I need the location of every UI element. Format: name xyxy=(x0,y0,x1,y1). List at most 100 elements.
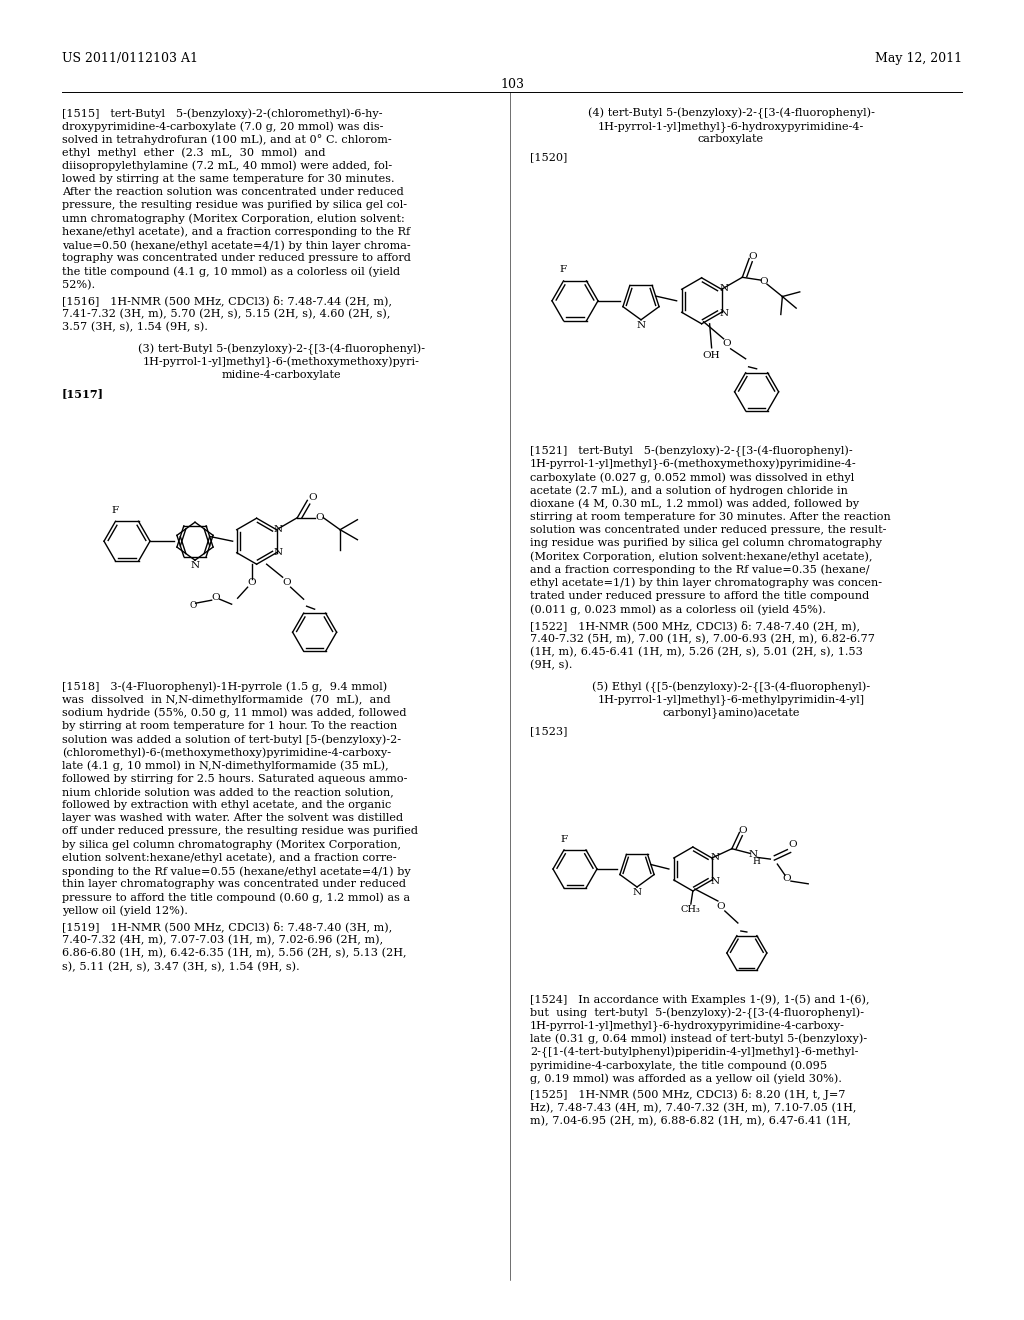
Text: US 2011/0112103 A1: US 2011/0112103 A1 xyxy=(62,51,198,65)
Text: pressure to afford the title compound (0.60 g, 1.2 mmol) as a: pressure to afford the title compound (0… xyxy=(62,892,411,903)
Text: O: O xyxy=(738,826,746,834)
Text: followed by extraction with ethyl acetate, and the organic: followed by extraction with ethyl acetat… xyxy=(62,800,391,810)
Text: (chloromethyl)-6-(methoxymethoxy)pyrimidine-4-carboxy-: (chloromethyl)-6-(methoxymethoxy)pyrimid… xyxy=(62,747,391,758)
Text: layer was washed with water. After the solvent was distilled: layer was washed with water. After the s… xyxy=(62,813,403,824)
Text: O: O xyxy=(760,277,768,285)
Text: OH: OH xyxy=(702,351,721,360)
Text: [1518]   3-(4-Fluorophenyl)-1H-pyrrole (1.5 g,  9.4 mmol): [1518] 3-(4-Fluorophenyl)-1H-pyrrole (1.… xyxy=(62,681,387,692)
Text: value=0.50 (hexane/ethyl acetate=4/1) by thin layer chroma-: value=0.50 (hexane/ethyl acetate=4/1) by… xyxy=(62,240,411,251)
Text: O: O xyxy=(308,492,316,502)
Text: carbonyl}amino)acetate: carbonyl}amino)acetate xyxy=(663,708,800,719)
Text: 2-{[1-(4-tert-butylphenyl)piperidin-4-yl]methyl}-6-methyl-: 2-{[1-(4-tert-butylphenyl)piperidin-4-yl… xyxy=(530,1047,858,1059)
Text: N: N xyxy=(720,284,729,293)
Text: (0.011 g, 0.023 mmol) as a colorless oil (yield 45%).: (0.011 g, 0.023 mmol) as a colorless oil… xyxy=(530,605,826,615)
Text: F: F xyxy=(560,834,567,843)
Text: O: O xyxy=(189,601,198,610)
Text: [1522]   1H-NMR (500 MHz, CDCl3) δ: 7.48-7.40 (2H, m),: [1522] 1H-NMR (500 MHz, CDCl3) δ: 7.48-7… xyxy=(530,620,860,631)
Text: solution was added a solution of tert-butyl [5-(benzyloxy)-2-: solution was added a solution of tert-bu… xyxy=(62,734,401,744)
Text: solved in tetrahydrofuran (100 mL), and at 0° C. chlorom-: solved in tetrahydrofuran (100 mL), and … xyxy=(62,135,391,145)
Text: O: O xyxy=(283,578,291,586)
Text: dioxane (4 M, 0.30 mL, 1.2 mmol) was added, followed by: dioxane (4 M, 0.30 mL, 1.2 mmol) was add… xyxy=(530,499,859,510)
Text: O: O xyxy=(722,339,731,348)
Text: N: N xyxy=(711,876,720,886)
Text: by silica gel column chromatography (Moritex Corporation,: by silica gel column chromatography (Mor… xyxy=(62,840,401,850)
Text: O: O xyxy=(788,840,797,849)
Text: 1H-pyrrol-1-yl]methyl}-6-hydroxypyrimidine-4-carboxy-: 1H-pyrrol-1-yl]methyl}-6-hydroxypyrimidi… xyxy=(530,1020,845,1031)
Text: F: F xyxy=(560,265,567,275)
Text: N: N xyxy=(633,888,642,898)
Text: CH₃: CH₃ xyxy=(681,904,700,913)
Text: followed by stirring for 2.5 hours. Saturated aqueous ammo-: followed by stirring for 2.5 hours. Satu… xyxy=(62,774,408,784)
Text: was  dissolved  in N,N-dimethylformamide  (70  mL),  and: was dissolved in N,N-dimethylformamide (… xyxy=(62,694,390,705)
Text: [1516]   1H-NMR (500 MHz, CDCl3) δ: 7.48-7.44 (2H, m),: [1516] 1H-NMR (500 MHz, CDCl3) δ: 7.48-7… xyxy=(62,296,392,306)
Text: After the reaction solution was concentrated under reduced: After the reaction solution was concentr… xyxy=(62,187,403,197)
Text: [1520]: [1520] xyxy=(530,153,567,162)
Text: 1H-pyrrol-1-yl]methyl}-6-(methoxymethoxy)pyri-: 1H-pyrrol-1-yl]methyl}-6-(methoxymethoxy… xyxy=(142,356,420,368)
Text: carboxylate: carboxylate xyxy=(698,135,764,144)
Text: trated under reduced pressure to afford the title compound: trated under reduced pressure to afford … xyxy=(530,591,869,601)
Text: the title compound (4.1 g, 10 mmol) as a colorless oil (yield: the title compound (4.1 g, 10 mmol) as a… xyxy=(62,267,400,277)
Text: droxypyrimidine-4-carboxylate (7.0 g, 20 mmol) was dis-: droxypyrimidine-4-carboxylate (7.0 g, 20… xyxy=(62,121,383,132)
Text: ing residue was purified by silica gel column chromatography: ing residue was purified by silica gel c… xyxy=(530,539,882,548)
Text: 1H-pyrrol-1-yl]methyl}-6-methylpyrimidin-4-yl]: 1H-pyrrol-1-yl]methyl}-6-methylpyrimidin… xyxy=(597,694,864,705)
Text: [1515]   tert-Butyl   5-(benzyloxy)-2-(chloromethyl)-6-hy-: [1515] tert-Butyl 5-(benzyloxy)-2-(chlor… xyxy=(62,108,383,119)
Text: pressure, the resulting residue was purified by silica gel col-: pressure, the resulting residue was puri… xyxy=(62,201,407,210)
Text: yellow oil (yield 12%).: yellow oil (yield 12%). xyxy=(62,906,187,916)
Text: O: O xyxy=(315,513,324,523)
Text: (Moritex Corporation, elution solvent:hexane/ethyl acetate),: (Moritex Corporation, elution solvent:he… xyxy=(530,552,872,562)
Text: late (0.31 g, 0.64 mmol) instead of tert-butyl 5-(benzyloxy)-: late (0.31 g, 0.64 mmol) instead of tert… xyxy=(530,1034,867,1044)
Text: and a fraction corresponding to the Rf value=0.35 (hexane/: and a fraction corresponding to the Rf v… xyxy=(530,565,869,576)
Text: (1H, m), 6.45-6.41 (1H, m), 5.26 (2H, s), 5.01 (2H, s), 1.53: (1H, m), 6.45-6.41 (1H, m), 5.26 (2H, s)… xyxy=(530,647,863,657)
Text: O: O xyxy=(717,902,725,911)
Text: s), 5.11 (2H, s), 3.47 (3H, s), 1.54 (9H, s).: s), 5.11 (2H, s), 3.47 (3H, s), 1.54 (9H… xyxy=(62,961,300,972)
Text: by stirring at room temperature for 1 hour. To the reaction: by stirring at room temperature for 1 ho… xyxy=(62,721,397,731)
Text: carboxylate (0.027 g, 0.052 mmol) was dissolved in ethyl: carboxylate (0.027 g, 0.052 mmol) was di… xyxy=(530,473,854,483)
Text: elution solvent:hexane/ethyl acetate), and a fraction corre-: elution solvent:hexane/ethyl acetate), a… xyxy=(62,853,396,863)
Text: [1521]   tert-Butyl   5-(benzyloxy)-2-{[3-(4-fluorophenyl)-: [1521] tert-Butyl 5-(benzyloxy)-2-{[3-(4… xyxy=(530,446,853,457)
Text: 7.40-7.32 (5H, m), 7.00 (1H, s), 7.00-6.93 (2H, m), 6.82-6.77: 7.40-7.32 (5H, m), 7.00 (1H, s), 7.00-6.… xyxy=(530,634,874,644)
Text: 6.86-6.80 (1H, m), 6.42-6.35 (1H, m), 5.56 (2H, s), 5.13 (2H,: 6.86-6.80 (1H, m), 6.42-6.35 (1H, m), 5.… xyxy=(62,948,407,958)
Text: acetate (2.7 mL), and a solution of hydrogen chloride in: acetate (2.7 mL), and a solution of hydr… xyxy=(530,486,848,496)
Text: [1525]   1H-NMR (500 MHz, CDCl3) δ: 8.20 (1H, t, J=7: [1525] 1H-NMR (500 MHz, CDCl3) δ: 8.20 (… xyxy=(530,1089,846,1101)
Text: N: N xyxy=(637,321,645,330)
Text: but  using  tert-butyl  5-(benzyloxy)-2-{[3-(4-fluorophenyl)-: but using tert-butyl 5-(benzyloxy)-2-{[3… xyxy=(530,1007,864,1019)
Text: O: O xyxy=(782,874,792,883)
Text: 52%).: 52%). xyxy=(62,280,95,290)
Text: N: N xyxy=(711,853,720,862)
Text: sodium hydride (55%, 0.50 g, 11 mmol) was added, followed: sodium hydride (55%, 0.50 g, 11 mmol) wa… xyxy=(62,708,407,718)
Text: H: H xyxy=(753,857,760,866)
Text: N: N xyxy=(274,548,283,557)
Text: O: O xyxy=(749,252,758,261)
Text: 1H-pyrrol-1-yl]methyl}-6-(methoxymethoxy)pyrimidine-4-: 1H-pyrrol-1-yl]methyl}-6-(methoxymethoxy… xyxy=(530,459,857,470)
Text: [1523]: [1523] xyxy=(530,726,567,735)
Text: F: F xyxy=(112,506,119,515)
Text: [1519]   1H-NMR (500 MHz, CDCl3) δ: 7.48-7.40 (3H, m),: [1519] 1H-NMR (500 MHz, CDCl3) δ: 7.48-7… xyxy=(62,921,392,933)
Text: ethyl acetate=1/1) by thin layer chromatography was concen-: ethyl acetate=1/1) by thin layer chromat… xyxy=(530,578,882,589)
Text: stirring at room temperature for 30 minutes. After the reaction: stirring at room temperature for 30 minu… xyxy=(530,512,891,521)
Text: (3) tert-Butyl 5-(benzyloxy)-2-{[3-(4-fluorophenyl)-: (3) tert-Butyl 5-(benzyloxy)-2-{[3-(4-fl… xyxy=(137,343,425,355)
Text: 103: 103 xyxy=(500,78,524,91)
Text: tography was concentrated under reduced pressure to afford: tography was concentrated under reduced … xyxy=(62,253,411,263)
Text: hexane/ethyl acetate), and a fraction corresponding to the Rf: hexane/ethyl acetate), and a fraction co… xyxy=(62,227,411,238)
Text: [1517]: [1517] xyxy=(62,388,104,399)
Text: ethyl  methyl  ether  (2.3  mL,  30  mmol)  and: ethyl methyl ether (2.3 mL, 30 mmol) and xyxy=(62,148,326,158)
Text: late (4.1 g, 10 mmol) in N,N-dimethylformamide (35 mL),: late (4.1 g, 10 mmol) in N,N-dimethylfor… xyxy=(62,760,389,771)
Text: midine-4-carboxylate: midine-4-carboxylate xyxy=(221,370,341,380)
Text: O: O xyxy=(248,578,256,586)
Text: off under reduced pressure, the resulting residue was purified: off under reduced pressure, the resultin… xyxy=(62,826,418,837)
Text: 1H-pyrrol-1-yl]methyl}-6-hydroxypyrimidine-4-: 1H-pyrrol-1-yl]methyl}-6-hydroxypyrimidi… xyxy=(598,121,864,132)
Text: nium chloride solution was added to the reaction solution,: nium chloride solution was added to the … xyxy=(62,787,394,797)
Text: (5) Ethyl ({[5-(benzyloxy)-2-{[3-(4-fluorophenyl)-: (5) Ethyl ({[5-(benzyloxy)-2-{[3-(4-fluo… xyxy=(592,681,870,693)
Text: [1524]   In accordance with Examples 1-(9), 1-(5) and 1-(6),: [1524] In accordance with Examples 1-(9)… xyxy=(530,994,869,1005)
Text: 3.57 (3H, s), 1.54 (9H, s).: 3.57 (3H, s), 1.54 (9H, s). xyxy=(62,322,208,333)
Text: N: N xyxy=(274,525,283,535)
Text: May 12, 2011: May 12, 2011 xyxy=(874,51,962,65)
Text: diisopropylethylamine (7.2 mL, 40 mmol) were added, fol-: diisopropylethylamine (7.2 mL, 40 mmol) … xyxy=(62,161,392,172)
Text: 7.41-7.32 (3H, m), 5.70 (2H, s), 5.15 (2H, s), 4.60 (2H, s),: 7.41-7.32 (3H, m), 5.70 (2H, s), 5.15 (2… xyxy=(62,309,390,319)
Text: (4) tert-Butyl 5-(benzyloxy)-2-{[3-(4-fluorophenyl)-: (4) tert-Butyl 5-(benzyloxy)-2-{[3-(4-fl… xyxy=(588,108,874,119)
Text: Hz), 7.48-7.43 (4H, m), 7.40-7.32 (3H, m), 7.10-7.05 (1H,: Hz), 7.48-7.43 (4H, m), 7.40-7.32 (3H, m… xyxy=(530,1102,856,1113)
Text: m), 7.04-6.95 (2H, m), 6.88-6.82 (1H, m), 6.47-6.41 (1H,: m), 7.04-6.95 (2H, m), 6.88-6.82 (1H, m)… xyxy=(530,1115,851,1126)
Text: N: N xyxy=(190,561,200,570)
Text: thin layer chromatography was concentrated under reduced: thin layer chromatography was concentrat… xyxy=(62,879,406,890)
Text: solution was concentrated under reduced pressure, the result-: solution was concentrated under reduced … xyxy=(530,525,887,535)
